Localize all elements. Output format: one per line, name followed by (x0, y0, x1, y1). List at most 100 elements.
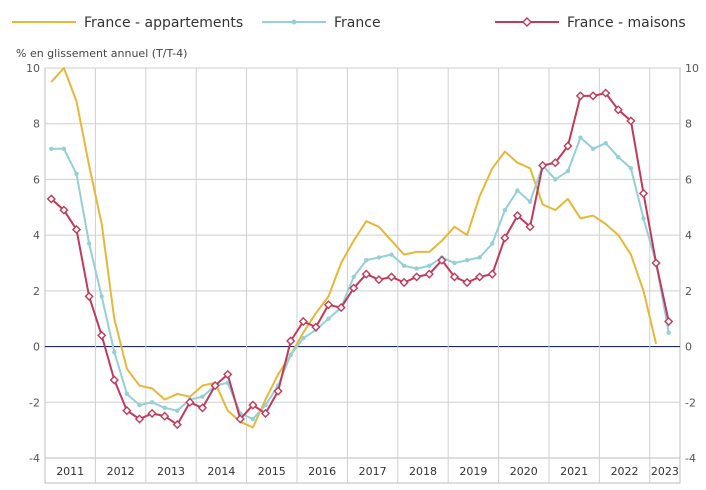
data-point (49, 146, 54, 151)
series-line (50, 67, 658, 429)
data-point (134, 414, 145, 424)
y-tick-label: 6 (33, 173, 40, 186)
data-point (160, 411, 170, 421)
data-point (626, 116, 636, 126)
x-tick-label: 2020 (510, 465, 538, 478)
data-point (185, 397, 195, 407)
data-point (97, 330, 107, 341)
y-tick-label: 0 (685, 341, 692, 354)
data-point (525, 222, 535, 232)
data-point (578, 135, 583, 140)
data-point (399, 277, 409, 288)
data-point (527, 199, 533, 204)
data-point (147, 408, 157, 419)
data-point (326, 316, 331, 321)
data-point (651, 258, 661, 268)
data-point (588, 91, 598, 101)
data-point (412, 272, 422, 282)
data-point (563, 141, 573, 151)
legend-item: France (262, 15, 381, 31)
x-tick-label: 2012 (107, 465, 135, 478)
data-point (424, 269, 434, 279)
legend-label: France - maisons (567, 15, 686, 31)
data-point (260, 408, 271, 419)
y-tick-label: 2 (685, 285, 692, 298)
x-tick-label: 2013 (157, 465, 185, 478)
data-point (59, 205, 69, 215)
y-tick-label: -4 (29, 452, 40, 465)
data-point (323, 300, 334, 310)
data-point (500, 233, 510, 243)
x-tick-label: 2017 (359, 465, 387, 478)
legend-label: France - appartements (84, 15, 243, 31)
data-point (112, 349, 117, 355)
series-france-appartements (50, 67, 658, 429)
series-france (49, 135, 671, 422)
y-tick-label: 4 (685, 229, 692, 242)
y-tick-label: 10 (26, 62, 40, 75)
x-tick-label: 2023 (651, 465, 679, 478)
x-tick-label: 2011 (56, 465, 84, 478)
x-tick-label: 2022 (611, 465, 639, 478)
x-tick-label: 2015 (258, 465, 286, 478)
y-tick-label: 8 (33, 118, 40, 131)
series-france-maisons (46, 88, 674, 430)
data-point (250, 416, 256, 422)
data-point (666, 330, 671, 335)
data-point (575, 91, 586, 101)
data-point (502, 207, 508, 213)
y-tick-label: -2 (685, 396, 696, 409)
data-point (487, 269, 497, 279)
data-point (628, 166, 634, 171)
data-point (311, 322, 321, 332)
y-tick-label: -4 (685, 452, 696, 465)
data-point (361, 269, 371, 279)
y-tick-labels-right: -4 -2 0 2 4 6 8 10 (685, 62, 699, 465)
data-point (553, 177, 558, 182)
data-point (61, 146, 67, 151)
data-point (74, 171, 79, 177)
data-point (286, 336, 296, 346)
y-tick-label: 10 (685, 62, 699, 75)
data-point (84, 291, 94, 302)
x-tick-label: 2019 (459, 465, 487, 478)
data-point (538, 160, 548, 171)
data-point (638, 188, 649, 198)
data-point (175, 408, 180, 413)
data-point (197, 403, 208, 413)
data-point (109, 375, 119, 385)
data-point (71, 224, 82, 235)
data-point (200, 394, 205, 399)
legend-marker (291, 19, 297, 25)
data-point (298, 316, 308, 327)
series-line (51, 136, 670, 420)
data-point (273, 386, 283, 396)
data-point (223, 369, 233, 380)
y-tick-label: 2 (33, 285, 40, 298)
y-tick-label: 4 (33, 229, 40, 242)
data-point (550, 158, 560, 168)
data-point (512, 211, 523, 221)
data-point (137, 402, 142, 408)
y-tick-label: 6 (685, 173, 692, 186)
data-point (414, 266, 419, 271)
data-point (616, 154, 621, 160)
legend-marker (522, 17, 532, 27)
y-axis-label: % en glissement annuel (T/T-4) (16, 47, 187, 60)
data-point (464, 258, 470, 263)
x-tick-label: 2021 (560, 465, 588, 478)
data-point (515, 188, 520, 193)
data-point (389, 252, 394, 257)
y-tick-label: -2 (29, 396, 40, 409)
series-line (50, 92, 670, 426)
legend-label: France (334, 15, 381, 31)
data-point (613, 105, 623, 115)
data-point (210, 380, 220, 391)
x-tick-label: 2018 (409, 465, 437, 478)
data-point (235, 414, 245, 424)
data-point (462, 277, 472, 288)
data-point (437, 255, 447, 265)
data-point (452, 260, 457, 266)
data-point (301, 336, 306, 341)
legend-item: France - maisons (495, 15, 686, 31)
